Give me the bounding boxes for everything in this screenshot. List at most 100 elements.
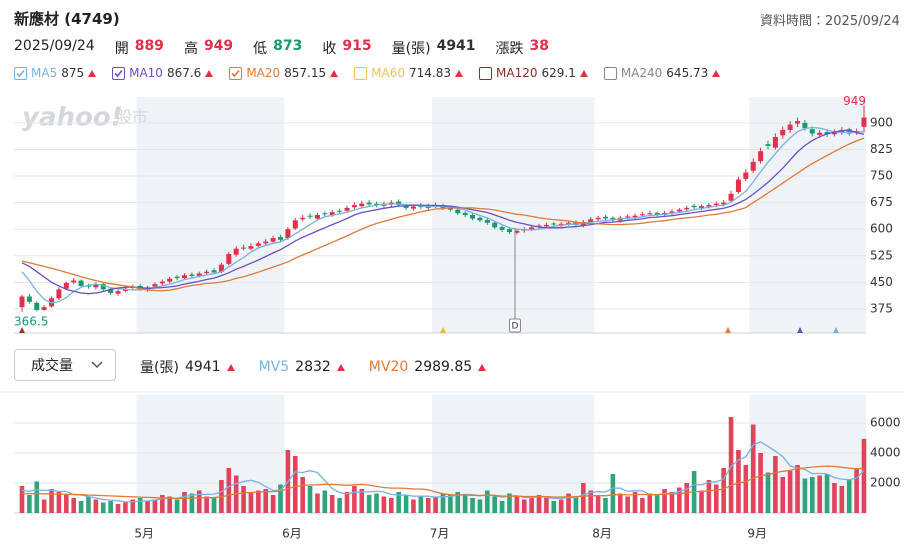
candle-body bbox=[196, 273, 202, 276]
volume-bar bbox=[809, 477, 815, 513]
month-band bbox=[749, 97, 866, 333]
y-tick-label: 600 bbox=[870, 222, 893, 236]
candle-body bbox=[817, 132, 823, 135]
volume-bar bbox=[846, 480, 852, 513]
candle-body bbox=[772, 137, 778, 148]
candle-body bbox=[410, 206, 416, 209]
legend-value: 714.83 bbox=[409, 66, 451, 80]
volume-bar bbox=[654, 495, 660, 513]
volume-bar bbox=[270, 495, 276, 513]
volume-bar bbox=[41, 499, 47, 513]
volume-bar bbox=[477, 499, 483, 513]
legend-item[interactable]: MA5 875 bbox=[14, 66, 97, 80]
volume-bar bbox=[573, 496, 579, 513]
candle-body bbox=[359, 203, 365, 207]
volume-bar bbox=[278, 484, 283, 513]
volume-bar bbox=[536, 495, 542, 513]
candle-body bbox=[115, 291, 121, 294]
ma-line bbox=[21, 465, 865, 500]
volume-bar bbox=[721, 468, 726, 513]
candle-body bbox=[484, 219, 490, 223]
legend-checkbox bbox=[14, 66, 27, 80]
volume-bar bbox=[403, 495, 409, 513]
y-tick-label: 4000 bbox=[870, 446, 901, 460]
candle-body bbox=[337, 210, 343, 212]
candle-body bbox=[174, 276, 180, 279]
volume-bar bbox=[713, 484, 719, 513]
candle-body bbox=[307, 215, 313, 217]
volume-bar bbox=[344, 492, 350, 513]
volume-bar bbox=[329, 495, 335, 513]
volume-bar bbox=[167, 496, 173, 513]
event-marker bbox=[725, 327, 731, 333]
candle-body bbox=[706, 205, 712, 207]
candle-body bbox=[699, 206, 705, 208]
legend-item[interactable]: MA240 645.73 bbox=[603, 66, 721, 80]
volume-bar bbox=[485, 490, 490, 513]
legend-value: 645.73 bbox=[666, 66, 709, 80]
legend-name: MA5 bbox=[31, 66, 58, 80]
volume-bar bbox=[581, 483, 586, 513]
candle-body bbox=[366, 202, 372, 205]
legend-name: MA10 bbox=[129, 66, 163, 80]
volume-bar bbox=[226, 468, 232, 513]
candle-body bbox=[41, 307, 47, 310]
legend-item[interactable]: MA60 714.83 bbox=[354, 66, 463, 80]
candle-body bbox=[241, 247, 247, 249]
legend-item[interactable]: MA120 629.1 bbox=[479, 66, 588, 80]
low-value: 873 bbox=[273, 38, 303, 54]
volume-bar bbox=[263, 489, 269, 513]
up-arrow-icon bbox=[205, 69, 214, 77]
candle-body bbox=[477, 217, 483, 221]
check-icon bbox=[16, 69, 25, 77]
candle-body bbox=[71, 280, 77, 283]
legend-value: 629.1 bbox=[541, 66, 576, 80]
candle-body bbox=[226, 253, 232, 264]
volume-bar bbox=[189, 493, 195, 513]
volume-bar bbox=[736, 450, 741, 513]
legend-value: 867.6 bbox=[166, 66, 202, 80]
indicator-dropdown[interactable]: 成交量 bbox=[14, 349, 116, 381]
ma-legend: MA5 875 MA10 867.6 MA20 857.15 MA60 714.83 MA120… bbox=[14, 66, 721, 80]
volume-bar bbox=[337, 498, 342, 513]
volume-bar bbox=[499, 501, 505, 513]
legend-name: MA20 bbox=[246, 66, 281, 80]
volume-bar bbox=[699, 490, 704, 513]
candle-body bbox=[374, 203, 380, 206]
event-marker bbox=[19, 327, 25, 333]
candle-body bbox=[159, 281, 165, 284]
volume-bar bbox=[854, 468, 859, 513]
candle-body bbox=[167, 278, 173, 282]
volume-bar bbox=[617, 493, 623, 513]
candle-body bbox=[218, 264, 224, 272]
volume-bar bbox=[706, 480, 712, 513]
volume-bar bbox=[529, 498, 534, 513]
volume-bar bbox=[174, 499, 180, 513]
volume-bar bbox=[433, 496, 438, 513]
check-icon bbox=[114, 69, 123, 77]
candle-body bbox=[108, 288, 114, 293]
candle-body bbox=[248, 246, 254, 249]
candle-body bbox=[802, 122, 808, 129]
volume-label: 量(張) bbox=[391, 41, 431, 57]
candle-body bbox=[396, 201, 402, 206]
candle-body bbox=[78, 280, 84, 286]
volume-bar bbox=[256, 490, 261, 513]
volume-bar bbox=[773, 456, 778, 513]
legend-item[interactable]: MA10 867.6 bbox=[112, 66, 214, 80]
event-marker bbox=[797, 327, 803, 333]
candle-body bbox=[204, 271, 210, 274]
candle-body bbox=[713, 203, 719, 206]
volume-bar bbox=[152, 499, 158, 513]
legend-item[interactable]: MA20 857.15 bbox=[229, 66, 339, 80]
volume-bar bbox=[839, 486, 845, 513]
candle-body bbox=[588, 219, 594, 223]
chevron-icon bbox=[91, 361, 103, 369]
ma-line bbox=[21, 137, 865, 292]
watermark-suffix: 股市 bbox=[116, 108, 148, 127]
quote-info: 2025/09/24 開 889 高 949 低 873 收 915 量(張) 4941 … bbox=[14, 38, 563, 58]
candle-body bbox=[602, 216, 608, 219]
candle-body bbox=[721, 202, 727, 205]
volume-bar bbox=[381, 496, 387, 513]
